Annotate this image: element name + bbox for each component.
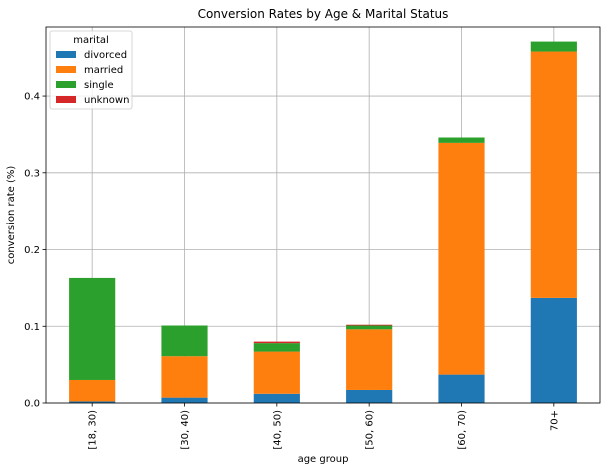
x-tick-label: 70+ <box>549 410 560 431</box>
bar-segment-divorced <box>346 389 393 403</box>
bar-segment-married <box>69 379 116 402</box>
legend-swatch-divorced <box>56 51 76 58</box>
bar-segment-divorced <box>69 401 116 403</box>
axis-ticks: 0.0 0.1 0.2 0.3 0.4 [18, 30) [30, 40) [40, 50) [… <box>24 92 560 450</box>
y-tick-label: 0.2 <box>24 245 40 256</box>
legend-label-unknown: unknown <box>84 95 129 106</box>
bar-segment-single <box>253 343 300 352</box>
bar-segment-single <box>161 325 208 357</box>
bar-segment-divorced <box>530 297 577 403</box>
bar-segment-married <box>438 142 485 375</box>
x-tick-label: [60, 70) <box>457 410 468 450</box>
bar-segment-unknown <box>346 324 393 326</box>
bar-segment-divorced <box>161 397 208 403</box>
bar-segment-single <box>69 277 116 380</box>
legend-swatch-married <box>56 66 76 73</box>
legend-swatch-single <box>56 81 76 88</box>
x-axis-label: age group <box>298 454 349 465</box>
legend-title: marital <box>73 35 109 46</box>
bar-segment-single <box>346 325 393 330</box>
bars <box>69 41 577 403</box>
x-tick-label: [40, 50) <box>272 410 283 450</box>
plot-frame <box>45 26 601 404</box>
bar-segment-married <box>161 356 208 398</box>
x-tick-label: [18, 30) <box>88 410 99 450</box>
chart-title: Conversion Rates by Age & Marital Status <box>198 7 449 21</box>
bar-segment-divorced <box>253 393 300 403</box>
x-tick-label: [30, 40) <box>180 410 191 450</box>
y-axis-label: conversion rate (%) <box>6 166 17 265</box>
legend-swatch-unknown <box>56 96 76 103</box>
legend-label-married: married <box>84 65 123 76</box>
x-tick-label: [50, 60) <box>365 410 376 450</box>
bar-segment-single <box>438 137 485 143</box>
bar-segment-unknown <box>253 341 300 344</box>
bar-segment-divorced <box>438 374 485 403</box>
bar-segment-married <box>253 351 300 394</box>
y-tick-label: 0.0 <box>24 399 40 410</box>
bar-segment-married <box>346 329 393 390</box>
legend-label-single: single <box>84 80 114 91</box>
y-tick-label: 0.4 <box>24 92 40 103</box>
y-tick-label: 0.1 <box>24 322 40 333</box>
bar-segment-single <box>530 41 577 52</box>
legend: marital divorced married single unknown <box>49 30 133 110</box>
bar-segment-married <box>530 51 577 298</box>
legend-label-divorced: divorced <box>84 50 127 61</box>
legend-box <box>49 30 133 110</box>
y-tick-label: 0.3 <box>24 168 40 179</box>
